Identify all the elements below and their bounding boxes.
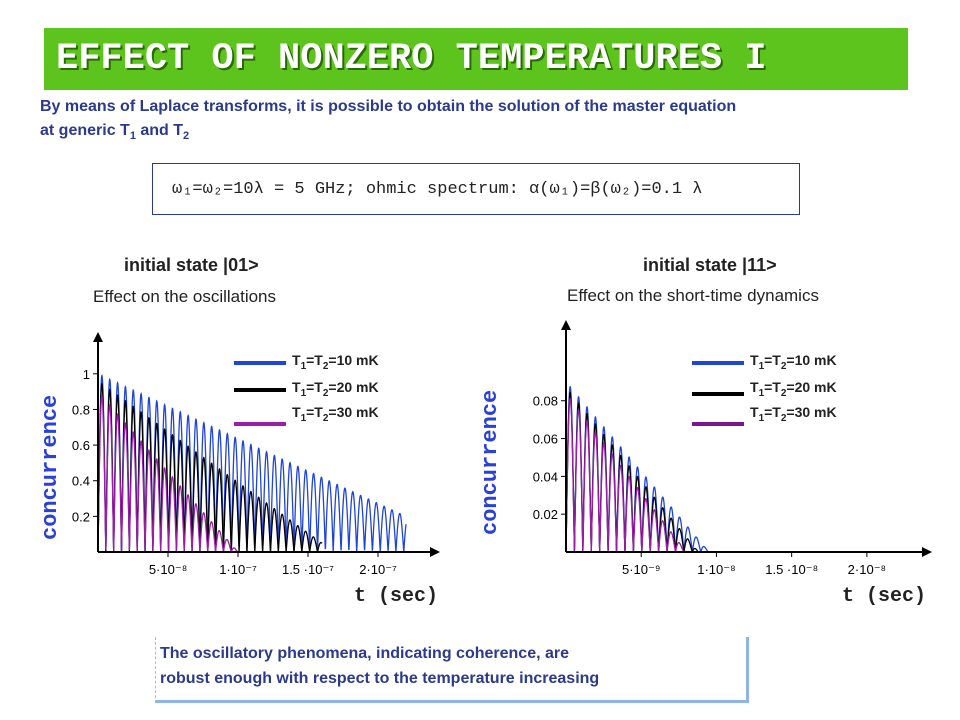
- intro-line-2: at generic T1 and T2: [40, 122, 190, 143]
- right-panel-subheading: Effect on the short-time dynamics: [567, 286, 819, 305]
- y-tick-label: 0.6: [72, 438, 90, 453]
- series-line-2: [97, 395, 239, 554]
- parameter-box: [152, 163, 800, 215]
- legend-label-30mk: T1=T2=30 mK: [292, 404, 379, 424]
- y-tick-label: 0.4: [72, 474, 90, 489]
- legend-swatch-20mk: [234, 388, 286, 392]
- right-x-axis-label: t (sec): [842, 585, 927, 608]
- x-axis-arrow: [430, 547, 440, 557]
- legend-label-20mk: T1=T2=20 mK: [750, 379, 837, 399]
- legend-label-30mk: T1=T2=30 mK: [750, 404, 837, 424]
- series-line-0: [97, 373, 407, 553]
- right-concurrence-chart: 5·10⁻⁹ 1·10⁻⁸ 1.5 ·10⁻⁸ 2·10⁻⁸ 0.02 0.04 0.06 0…: [533, 320, 932, 577]
- right-legend: T1=T2=10 mK T1=T2=20 mK T1=T2=30 mK: [692, 352, 892, 432]
- x-tick-label: 2·10⁻⁷: [359, 562, 397, 577]
- legend-swatch-10mk: [692, 361, 744, 365]
- intro-line-1: By means of Laplace transforms, it is po…: [40, 98, 737, 115]
- slide-title: EFFECT OF NONZERO TEMPERATURES I: [56, 38, 767, 80]
- y-tick-label: 0.8: [72, 402, 90, 417]
- legend-label-10mk: T1=T2=10 mK: [750, 352, 837, 372]
- parameter-text: ω₁=ω₂=10λ = 5 GHz; ohmic spectrum: α(ω₁)…: [172, 180, 703, 199]
- left-concurrence-chart: 5·10⁻⁸ 1·10⁻⁷ 1.5 ·10⁻⁷ 2·10⁻⁷ 0.2 0.4 0.6 0.8 1: [72, 332, 440, 577]
- series-line-2: [565, 397, 687, 553]
- y-axis-arrow: [561, 320, 571, 330]
- y-tick-label: 0.04: [533, 469, 558, 484]
- conclusion-line-1: The oscillatory phenomena, indicating co…: [160, 645, 569, 662]
- series-line-0: [565, 385, 710, 553]
- legend-swatch-30mk: [692, 422, 744, 426]
- y-axis-arrow: [93, 332, 103, 342]
- legend-label-10mk: T1=T2=10 mK: [292, 352, 379, 372]
- left-panel-heading: initial state |01>: [124, 255, 259, 275]
- y-tick-label: 0.2: [72, 509, 90, 524]
- legend-swatch-10mk: [234, 361, 286, 365]
- x-axis-arrow: [922, 547, 932, 557]
- left-x-axis-label: t (sec): [354, 585, 439, 608]
- legend-label-20mk: T1=T2=20 mK: [292, 379, 379, 399]
- conclusion-line-2: robust enough with respect to the temper…: [160, 670, 600, 687]
- left-legend: T1=T2=10 mK T1=T2=20 mK T1=T2=30 mK: [234, 352, 434, 432]
- y-tick-label: 0.06: [533, 432, 558, 447]
- x-tick-label: 1.5 ·10⁻⁷: [282, 562, 334, 577]
- left-panel-subheading: Effect on the oscillations: [93, 287, 277, 306]
- legend-swatch-20mk: [692, 392, 744, 396]
- x-tick-label: 5·10⁻⁸: [149, 562, 187, 577]
- title-bar: [44, 28, 908, 90]
- x-tick-label: 2·10⁻⁸: [848, 562, 886, 577]
- y-tick-label: 0.08: [533, 394, 558, 409]
- legend-swatch-30mk: [234, 422, 286, 426]
- x-tick-label: 1·10⁻⁷: [219, 562, 257, 577]
- conclusion-box: [155, 637, 749, 703]
- x-tick-label: 1.5 ·10⁻⁸: [765, 562, 818, 577]
- right-panel-heading: initial state |11>: [643, 255, 777, 275]
- x-tick-label: 5·10⁻⁹: [622, 562, 660, 577]
- y-tick-label: 0.02: [533, 507, 558, 522]
- x-tick-label: 1·10⁻⁸: [697, 562, 735, 577]
- y-tick-label: 1: [83, 367, 90, 382]
